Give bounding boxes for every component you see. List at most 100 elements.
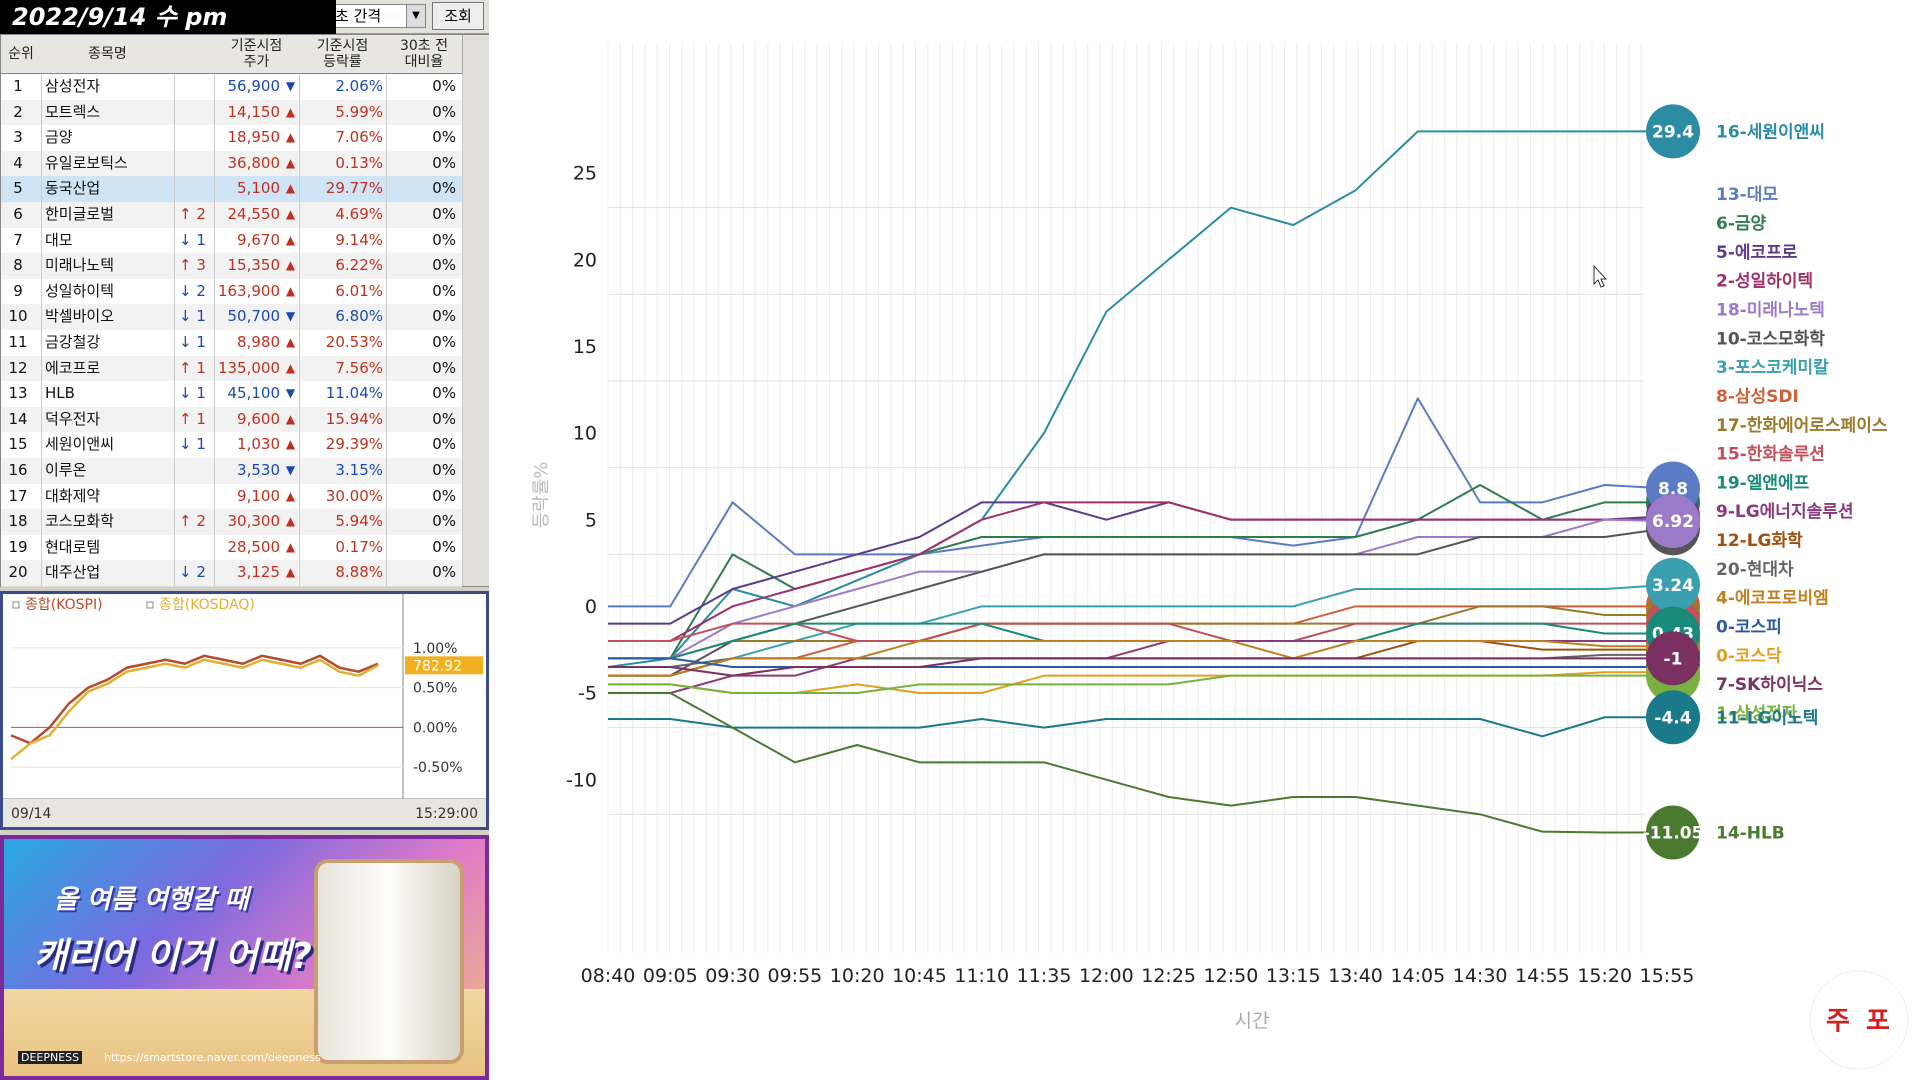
ad-banner[interactable]: 올 여름 여행갈 때 캐리어 이거 어때? DEEPNESS https://s…: [0, 835, 489, 1080]
x-tick-label: 14:05: [1390, 965, 1445, 987]
price: 3,530: [237, 461, 280, 479]
cell-border: [386, 330, 387, 356]
legend-label: 1-삼성전자: [1716, 704, 1798, 724]
y-tick-label: -10: [566, 769, 597, 791]
rank: 9: [13, 281, 23, 300]
stock-name: 세원이앤씨: [45, 435, 115, 454]
price: 30,300: [227, 512, 281, 531]
cell-border: [299, 202, 300, 228]
stock-name: 금양: [45, 128, 73, 147]
cell-border: [41, 432, 42, 458]
price: 8,980: [237, 333, 280, 351]
x-tick-label: 09:05: [643, 965, 698, 987]
cell-border: [174, 406, 175, 433]
direction: ▲: [285, 104, 296, 119]
price: 9,600: [237, 409, 280, 428]
cell-border: [386, 150, 387, 177]
legend-label: 13-대모: [1716, 185, 1778, 205]
stock-name: 현대로템: [45, 537, 101, 556]
rank-change: ↑ 2: [179, 205, 206, 223]
y-axis-label: 등락률%: [531, 462, 552, 529]
rank: 4: [13, 153, 23, 172]
cell-border: [299, 99, 300, 126]
stock-name: 코스모화학: [45, 512, 115, 531]
x-tick-label: 11:10: [954, 965, 1009, 987]
query-button[interactable]: 조회: [432, 2, 484, 30]
legend-label: 15-한화솔루션: [1716, 445, 1825, 465]
marker-box: [405, 656, 483, 675]
change-rate: 5.99%: [335, 102, 383, 121]
cell-border: [386, 125, 387, 151]
stock-name: 유일로보틱스: [45, 153, 128, 172]
cell-border: [214, 560, 215, 586]
y-tick-label: 5: [585, 509, 597, 531]
cell-border: [299, 355, 300, 382]
column-header: [174, 35, 215, 74]
cell-border: [41, 227, 42, 254]
direction: ▲: [285, 207, 296, 221]
table-row: [1, 99, 462, 127]
cell-border: [214, 509, 215, 535]
cell-border: [174, 176, 175, 202]
legend-label: 종합(KOSPI): [25, 597, 103, 613]
legend-label: 16-세원이앤씨: [1716, 122, 1825, 142]
cell-border: [299, 304, 300, 330]
cell-border: [462, 330, 463, 356]
direction: ▲: [285, 283, 296, 298]
ratio-30s: 0%: [432, 333, 456, 351]
cell-border: [214, 278, 215, 305]
end-value-label: 6.92: [1652, 512, 1694, 532]
cell-border: [174, 509, 175, 535]
cell-border: [214, 534, 215, 561]
y-tick-label: 10: [573, 423, 597, 445]
cell-border: [214, 202, 215, 228]
y-tick-label: 25: [573, 163, 597, 185]
cell-border: [386, 432, 387, 458]
ratio-30s: 0%: [432, 281, 456, 300]
interval-text: 초 간격: [335, 7, 382, 25]
end-bubble: [1646, 557, 1700, 612]
cell-border: [214, 253, 215, 279]
cell-border: [386, 483, 387, 510]
stock-name: 성일하이텍: [45, 281, 115, 300]
cell-border: [462, 227, 463, 254]
change-rate: 15.94%: [325, 409, 383, 428]
cell-border: [299, 483, 300, 510]
legend-label: 3-포스코케미칼: [1716, 358, 1829, 378]
direction: ▲: [285, 232, 296, 247]
cell-border: [214, 432, 215, 458]
legend-swatch: [146, 601, 154, 609]
ranking-table: 순위 종목명 기준시점 주가 기준시점 등락률 30초 전 대비율 1 삼성전자 56,900…: [0, 34, 489, 587]
series-line: [608, 657, 1667, 677]
price: 5,100: [237, 179, 280, 198]
column-header: 30초 전 대비율: [386, 35, 463, 74]
cell-border: [174, 330, 175, 356]
cell-border: [174, 227, 175, 254]
cell-border: [299, 74, 300, 100]
series-line: [608, 653, 1667, 668]
index-line: [10, 658, 379, 761]
cell-border: [299, 560, 300, 586]
y-tick-label: 0.00%: [413, 720, 457, 736]
interval-select[interactable]: 초 간격 ▼: [330, 4, 426, 28]
index-chart-panel: 09/14 15:29:00 1.00% 0.50% 0.00% -0.50% 종합(KOS…: [0, 591, 489, 830]
change-rate: 6.01%: [335, 281, 383, 300]
cell-border: [41, 125, 42, 151]
footer: [3, 799, 486, 827]
price: 9,670: [237, 230, 280, 249]
change-rate: 20.53%: [325, 333, 383, 351]
cell-border: [214, 458, 215, 484]
cell-border: [174, 355, 175, 382]
y-tick-label: 1.00%: [413, 641, 457, 657]
ratio-30s: 0%: [432, 384, 456, 403]
stock-name: 덕우전자: [45, 409, 101, 428]
cell-border: [214, 483, 215, 510]
rank-change: ↓ 1: [179, 384, 206, 403]
column-header: 기준시점 주가: [214, 35, 300, 74]
x-tick-label: 13:40: [1328, 965, 1383, 987]
cell-border: [214, 227, 215, 254]
series-line: [607, 130, 1667, 668]
cell-border: [462, 355, 463, 382]
rank: 14: [8, 409, 28, 428]
cell-border: [41, 278, 42, 305]
